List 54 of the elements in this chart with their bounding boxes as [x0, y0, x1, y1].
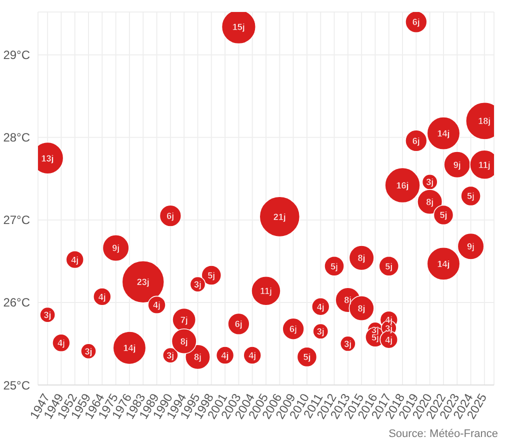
- data-label: 9j: [453, 160, 461, 170]
- data-label: 9j: [112, 243, 120, 254]
- data-label: 4j: [98, 292, 106, 302]
- y-tick-label: 29°C: [3, 48, 30, 62]
- data-label: 8j: [194, 352, 202, 362]
- data-label: 8j: [426, 196, 434, 207]
- data-label: 4j: [57, 338, 65, 348]
- data-label: 6j: [412, 17, 420, 28]
- data-label: 3j: [194, 280, 202, 290]
- data-label: 6j: [290, 324, 298, 334]
- data-label: 8j: [344, 295, 352, 306]
- y-tick-label: 28°C: [3, 130, 30, 145]
- data-label: 5j: [303, 352, 311, 362]
- data-label: 11j: [260, 286, 272, 296]
- data-label: 5j: [467, 191, 475, 202]
- source-note: Source: Météo-France: [388, 428, 498, 440]
- data-label: 16j: [396, 180, 409, 190]
- data-label: 3j: [166, 350, 174, 360]
- data-label: 3j: [44, 310, 52, 320]
- data-label: 3j: [84, 346, 92, 356]
- data-label: 8j: [358, 303, 366, 314]
- data-label: 7j: [180, 315, 188, 326]
- data-label: 14j: [437, 128, 450, 139]
- data-label: 5j: [330, 261, 338, 272]
- data-label: 4j: [221, 350, 229, 360]
- data-label: 4j: [385, 334, 393, 345]
- data-label: 6j: [234, 319, 242, 330]
- data-label: 11j: [478, 160, 490, 170]
- data-label: 15j: [232, 22, 245, 32]
- data-label: 4j: [248, 350, 256, 360]
- data-label: 8j: [180, 336, 188, 346]
- data-label: 8j: [358, 253, 366, 264]
- data-label: 5j: [385, 261, 393, 272]
- data-label: 4j: [71, 254, 79, 265]
- data-label: 3j: [344, 338, 352, 349]
- data-label: 23j: [136, 277, 150, 288]
- y-tick-label: 26°C: [3, 296, 30, 310]
- data-label: 5j: [440, 210, 448, 220]
- data-label: 3j: [371, 324, 379, 335]
- data-label: 9j: [467, 242, 475, 252]
- data-label: 14j: [123, 343, 136, 354]
- data-label: 14j: [437, 258, 450, 269]
- y-tick-label: 27°C: [3, 213, 30, 228]
- data-label: 21j: [273, 212, 286, 222]
- data-label: 6j: [412, 136, 420, 146]
- data-label: 13j: [41, 153, 54, 164]
- data-label: 6j: [166, 211, 174, 222]
- data-label: 18j: [478, 116, 491, 126]
- data-label: 5j: [208, 270, 216, 280]
- data-label: 3j: [316, 326, 324, 337]
- data-label: 3j: [426, 177, 434, 188]
- data-label: 4j: [153, 300, 161, 310]
- data-label: 4j: [316, 302, 324, 312]
- y-tick-label: 25°C: [3, 378, 30, 392]
